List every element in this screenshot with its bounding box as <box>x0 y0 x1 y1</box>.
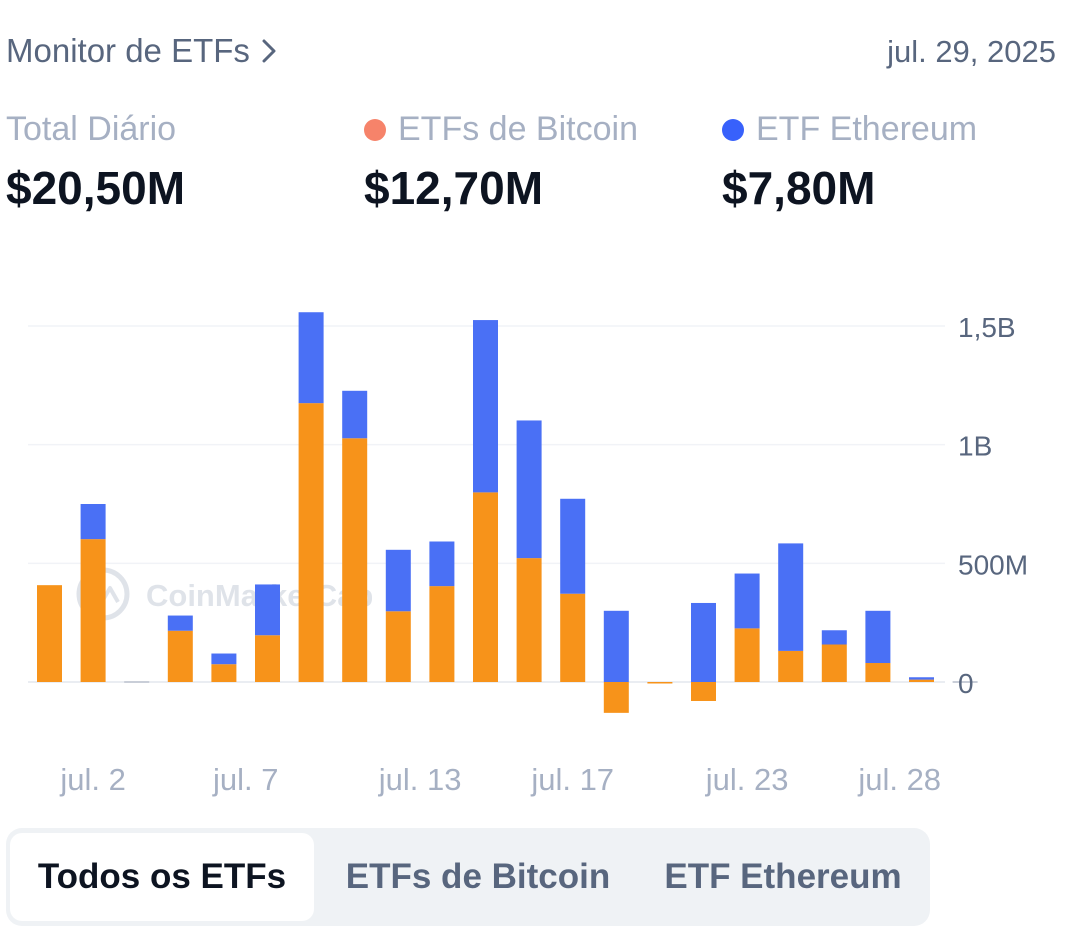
etf-monitor-link[interactable]: Monitor de ETFs <box>6 32 276 70</box>
y-axis-labels: 0 500M 1B 1,5B <box>958 312 1028 699</box>
bar-bitcoin <box>560 593 586 682</box>
bar-bitcoin <box>255 635 280 682</box>
x-tick-label: jul. 28 <box>857 762 941 797</box>
bar-bitcoin <box>603 682 629 713</box>
stat-value: $7,80M <box>722 162 876 214</box>
y-tick-label: 1,5B <box>958 312 1016 343</box>
bar-ethereum <box>516 420 542 559</box>
bar-ethereum <box>778 543 804 651</box>
bar-bitcoin <box>298 403 324 682</box>
bar-ethereum <box>429 541 455 587</box>
y-tick-label: 500M <box>958 549 1028 580</box>
bar-bitcoin <box>37 585 62 682</box>
bar-bitcoin <box>691 682 716 701</box>
bar-ethereum <box>385 549 411 612</box>
stat-bitcoin-etfs: ETFs de Bitcoin $12,70M <box>364 110 638 215</box>
watermark: CoinMarketCap <box>76 567 373 621</box>
bar-bitcoin <box>473 492 498 682</box>
x-axis-labels: jul. 2 jul. 7 jul. 13 jul. 17 jul. 23 jul. 28 <box>59 762 941 797</box>
bar-zero <box>124 681 150 683</box>
bar-bitcoin <box>516 558 542 682</box>
bitcoin-legend-dot <box>364 118 386 141</box>
bar-ethereum <box>865 610 891 664</box>
x-tick-label: jul. 17 <box>530 762 614 797</box>
stat-ethereum-etf: ETF Ethereum $7,80M <box>722 110 977 215</box>
y-tick-label: 1B <box>958 431 992 462</box>
stat-label: ETFs de Bitcoin <box>398 110 638 148</box>
stat-total-daily: Total Diário $20,50M <box>6 110 185 215</box>
tab-all-etfs[interactable]: Todos os ETFs <box>10 833 314 921</box>
date-label: jul. 29, 2025 <box>887 34 1056 69</box>
bar-ethereum <box>560 498 586 594</box>
etf-filter-tabs: Todos os ETFs ETFs de Bitcoin ETF Ethere… <box>6 828 930 926</box>
bar-bitcoin <box>821 644 847 682</box>
bar-ethereum <box>909 677 934 680</box>
bar-bitcoin <box>909 679 934 682</box>
bar-ethereum <box>734 573 760 629</box>
tab-ethereum-etf[interactable]: ETF Ethereum <box>664 857 902 896</box>
bar-bitcoin <box>865 663 891 682</box>
bar-bitcoin <box>80 539 106 682</box>
bar-ethereum <box>80 504 106 540</box>
stats-summary: Total Diário $20,50M ETFs de Bitcoin $12… <box>6 110 1056 220</box>
x-tick-label: jul. 13 <box>378 762 462 797</box>
page-title: Monitor de ETFs <box>6 32 250 69</box>
bar-bitcoin <box>429 586 455 682</box>
bar-ethereum <box>821 630 847 645</box>
bar-bitcoin <box>647 682 673 684</box>
bar-bitcoin <box>211 664 237 682</box>
bar-ethereum <box>298 312 324 404</box>
bar-ethereum <box>342 390 368 439</box>
bar-ethereum <box>473 320 498 493</box>
y-tick-label: 0 <box>958 668 974 699</box>
x-tick-label: jul. 23 <box>705 762 789 797</box>
chevron-right-icon <box>262 39 276 63</box>
bar-bitcoin <box>342 438 368 682</box>
bar-bitcoin <box>734 628 760 682</box>
x-tick-label: jul. 2 <box>59 762 125 797</box>
stat-label: Total Diário <box>6 110 177 148</box>
bar-ethereum <box>255 584 280 636</box>
x-tick-label: jul. 7 <box>212 762 278 797</box>
bar-ethereum <box>211 653 237 665</box>
bars <box>37 312 978 713</box>
bar-bitcoin <box>385 611 411 682</box>
bar-bitcoin <box>167 630 193 682</box>
bar-ethereum <box>691 602 716 682</box>
bar-zero <box>952 681 978 683</box>
bar-bitcoin <box>778 650 804 682</box>
bar-ethereum <box>167 615 193 631</box>
tab-bitcoin-etfs[interactable]: ETFs de Bitcoin <box>345 857 611 896</box>
stat-value: $12,70M <box>364 162 544 214</box>
header: Monitor de ETFs jul. 29, 2025 <box>6 32 1056 80</box>
ethereum-legend-dot <box>722 118 744 141</box>
bar-ethereum <box>603 610 629 682</box>
stat-label: ETF Ethereum <box>756 110 978 148</box>
stat-value: $20,50M <box>6 162 186 214</box>
